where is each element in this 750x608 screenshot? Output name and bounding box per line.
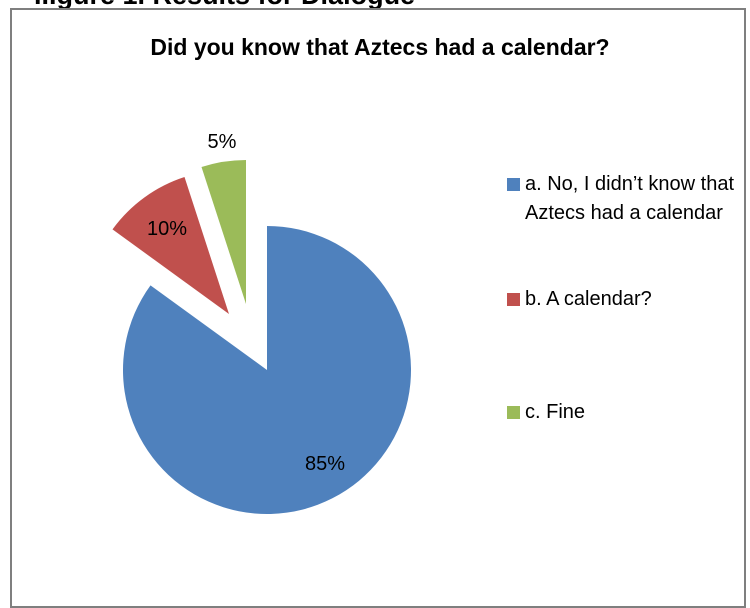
- pie-slice-b: [112, 177, 229, 314]
- pie-slice-c: [201, 160, 246, 304]
- chart-title: Did you know that Aztecs had a calendar?: [150, 34, 610, 60]
- data-label-a: 85%: [305, 453, 345, 475]
- legend-swatch-b: [507, 293, 520, 306]
- legend-label-c: c. Fine: [525, 401, 585, 423]
- legend-swatch-c: [507, 406, 520, 419]
- data-label-c: 5%: [208, 131, 237, 153]
- data-label-b: 10%: [147, 218, 187, 240]
- legend-label-a: a. No, I didn’t know that Aztecs had a ca…: [525, 173, 734, 224]
- pie-slice-a: [123, 226, 412, 514]
- legend-label-b: b. A calendar?: [525, 288, 652, 310]
- figure-caption: ...gure 1. Results for Dialogue: [34, 0, 415, 11]
- legend-swatch-a: [507, 178, 520, 191]
